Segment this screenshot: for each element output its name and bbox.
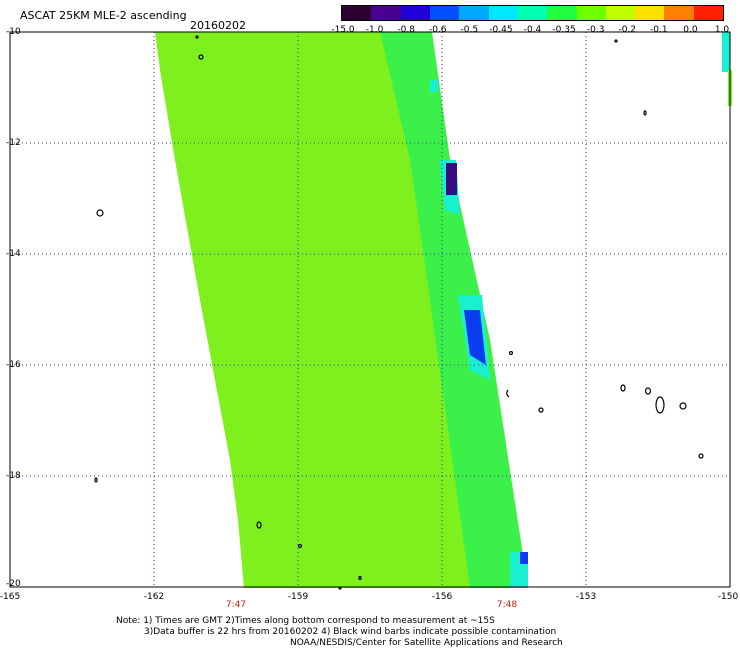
swath-blue-cell [520, 552, 528, 564]
lon-label-162: -162 [143, 592, 165, 602]
colorbar-label: -0.6 [428, 25, 447, 35]
lon-label-165: -165 [0, 592, 21, 602]
colorbar-label: -0.45 [489, 25, 513, 35]
island-outline [643, 110, 647, 116]
island-outline [256, 521, 262, 529]
colorbar-swatch [693, 6, 724, 20]
island-outline [679, 402, 687, 410]
island-outline [198, 54, 204, 60]
colorbar-label: -0.5 [460, 25, 479, 35]
colorbar-swatch [429, 6, 460, 20]
lat-label-14: -14 [6, 249, 21, 259]
lat-label-12: -12 [6, 138, 21, 148]
lon-label-150: -150 [717, 592, 739, 602]
island-outlines [94, 35, 704, 590]
map-date: 20160202 [190, 19, 246, 32]
island-outline [94, 477, 98, 483]
lat-label-10: -10 [6, 27, 21, 37]
island-outline [620, 384, 626, 392]
colorbar-label: -0.4 [523, 25, 542, 35]
colorbar-swatch [576, 6, 606, 20]
note-line-3: NOAA/NESDIS/Center for Satellite Applica… [290, 638, 563, 648]
time-label-end: 7:48 [496, 600, 518, 610]
colorbar-swatch [517, 6, 548, 20]
colorbar-label: -0.1 [650, 25, 668, 35]
colorbar-swatch [635, 6, 665, 20]
swath-cyan-cell [430, 80, 438, 92]
swath-purple-cell [446, 163, 457, 195]
swath-edge-cell [722, 32, 730, 72]
lat-label-20: -20 [6, 579, 21, 589]
colorbar-swatch [547, 6, 577, 20]
island-outline [698, 453, 704, 459]
island-outline [358, 575, 362, 581]
colorbar-swatch [605, 6, 636, 20]
note-line-1: Note: 1) Times are GMT 2)Times along bot… [116, 616, 495, 626]
swath-blue-patch [464, 310, 486, 365]
colorbar-label: -0.2 [618, 25, 637, 35]
lon-label-159: -159 [287, 592, 309, 602]
colorbar-label: -15.0 [331, 25, 355, 35]
island-outline [96, 209, 104, 217]
lon-label-153: -153 [575, 592, 597, 602]
island-outline [644, 387, 652, 395]
swath-area [155, 32, 732, 588]
time-label-start: 7:47 [225, 600, 247, 610]
lon-label-156: -156 [431, 592, 453, 602]
colorbar-swatch [664, 6, 694, 20]
swath-right-band [380, 32, 528, 588]
colorbar-swatch [371, 6, 401, 20]
island-outline [506, 389, 510, 398]
island-outline [195, 35, 199, 39]
island-outline [538, 407, 544, 413]
map-title: ASCAT 25KM MLE-2 ascending [20, 9, 187, 22]
colorbar-swatch [488, 6, 518, 20]
lat-label-18: -18 [6, 471, 21, 481]
island-outline [614, 39, 618, 43]
island-outline [508, 350, 514, 356]
island-outline [655, 396, 665, 414]
colorbar-label: -0.3 [586, 25, 605, 35]
colorbar-label: -1.0 [365, 25, 384, 35]
colorbar-label: -0.35 [552, 25, 576, 35]
colorbar-swatch [342, 6, 372, 20]
colorbar-swatch [459, 6, 489, 20]
map-frame [9, 31, 731, 588]
colorbar-swatch [400, 6, 430, 20]
lat-label-16: -16 [6, 360, 21, 370]
colorbar-label: -0.8 [397, 25, 415, 35]
colorbar-label: 1.0 [714, 25, 730, 35]
colorbar [341, 5, 724, 21]
note-line-2: 3)Data buffer is 22 hrs from 20160202 4)… [144, 627, 557, 637]
graticule [10, 32, 730, 587]
island-outline [297, 543, 303, 549]
colorbar-label: 0.0 [683, 25, 698, 35]
